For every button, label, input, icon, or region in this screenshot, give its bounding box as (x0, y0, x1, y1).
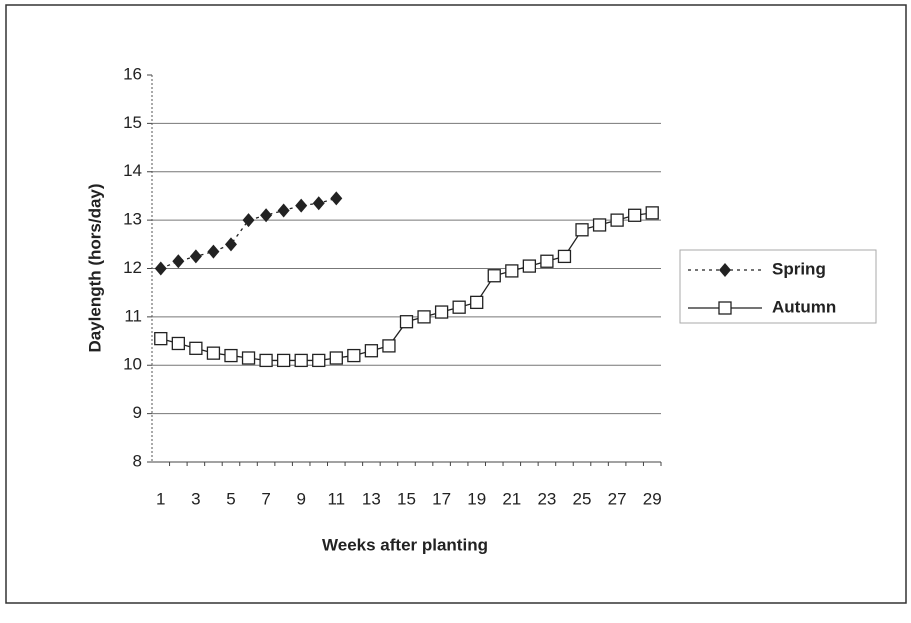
point (434, 305, 449, 319)
legend-label: Spring (772, 259, 826, 278)
x-tick-label: 29 (643, 489, 662, 508)
point (382, 339, 396, 353)
point (171, 336, 185, 351)
point (347, 348, 361, 363)
point (224, 348, 238, 363)
point (259, 353, 273, 368)
y-axis-label: Daylength (hors/day) (85, 183, 104, 352)
point (718, 301, 732, 315)
point (487, 269, 501, 283)
point (329, 351, 343, 365)
point (575, 223, 589, 237)
y-tick-label: 14 (123, 161, 142, 180)
point (207, 244, 220, 259)
legend (679, 249, 877, 324)
point (189, 249, 202, 264)
point (241, 351, 256, 365)
point (719, 263, 731, 277)
point (399, 315, 414, 329)
point (276, 353, 291, 368)
point (189, 341, 203, 355)
point (364, 344, 379, 358)
point (206, 346, 221, 360)
x-tick-label: 3 (191, 489, 200, 508)
x-tick-label: 11 (327, 489, 345, 508)
point (522, 259, 537, 273)
point (312, 353, 326, 368)
point (540, 254, 554, 268)
point (645, 206, 659, 220)
y-tick-label: 9 (133, 403, 142, 422)
y-tick-label: 11 (124, 306, 142, 325)
point (154, 261, 167, 276)
x-tick-label: 19 (467, 489, 486, 508)
legend-label: Autumn (772, 297, 836, 316)
frame (5, 4, 907, 604)
point (592, 218, 607, 232)
point (330, 191, 343, 206)
point (628, 208, 642, 222)
point (470, 295, 484, 310)
point (610, 213, 624, 227)
y-tick-label: 16 (123, 64, 142, 83)
point (294, 353, 308, 368)
x-axis-label: Weeks after planting (322, 535, 488, 554)
point (417, 310, 431, 324)
y-tick-label: 10 (123, 355, 142, 374)
point (505, 264, 519, 278)
point (242, 213, 255, 228)
x-tick-label: 1 (156, 489, 165, 508)
point (260, 208, 273, 223)
x-tick-label: 23 (537, 489, 556, 508)
x-tick-label: 5 (226, 489, 235, 508)
x-tick-label: 15 (397, 489, 416, 508)
point (295, 198, 308, 213)
x-tick-label: 7 (261, 489, 270, 508)
point (452, 300, 466, 314)
x-tick-label: 9 (296, 489, 305, 508)
y-tick-label: 13 (123, 210, 142, 229)
x-tick-label: 25 (573, 489, 592, 508)
series-line (160, 197, 337, 270)
x-tick-label: 27 (608, 489, 627, 508)
point (172, 254, 185, 269)
y-tick-label: 12 (123, 258, 142, 277)
y-tick-label: 8 (133, 451, 142, 470)
point (154, 331, 168, 346)
y-tick-label: 15 (123, 113, 142, 132)
point (557, 249, 572, 264)
x-tick-label: 13 (362, 489, 381, 508)
point (277, 203, 290, 218)
x-tick-label: 21 (502, 489, 521, 508)
x-tick-label: 17 (432, 489, 451, 508)
point (312, 196, 325, 211)
point (224, 237, 237, 252)
